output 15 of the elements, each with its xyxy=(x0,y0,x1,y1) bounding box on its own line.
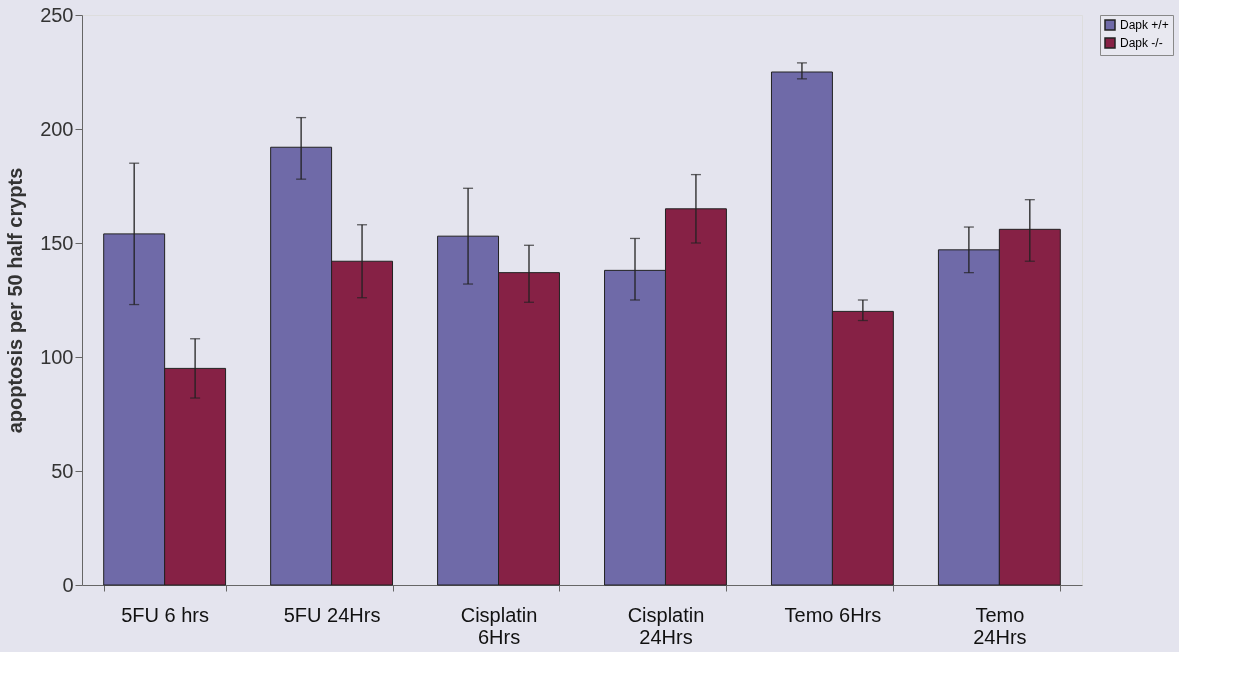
y-tick-label: 150 xyxy=(40,231,74,254)
y-tick-label: 0 xyxy=(62,573,74,596)
x-tick-label: 5FU 6 hrs xyxy=(121,603,210,626)
x-tick-label: Cisplatin 24Hrs xyxy=(627,603,705,648)
y-tick-label: 200 xyxy=(40,117,74,140)
x-tick-label: Temo 6Hrs xyxy=(784,603,882,626)
legend-label: Dapk +/+ xyxy=(1120,18,1169,32)
y-tick-label: 250 xyxy=(40,3,74,26)
x-tick-label: Cisplatin 6Hrs xyxy=(460,603,538,648)
y-axis-title: apoptosis per 50 half crypts xyxy=(4,167,27,434)
legend-label: Dapk -/- xyxy=(1120,36,1163,50)
x-tick-label: 5FU 24Hrs xyxy=(283,603,381,626)
x-tick-label: Temo 24Hrs xyxy=(973,603,1027,648)
y-tick-label: 50 xyxy=(51,459,74,482)
y-tick-label: 100 xyxy=(40,345,74,368)
